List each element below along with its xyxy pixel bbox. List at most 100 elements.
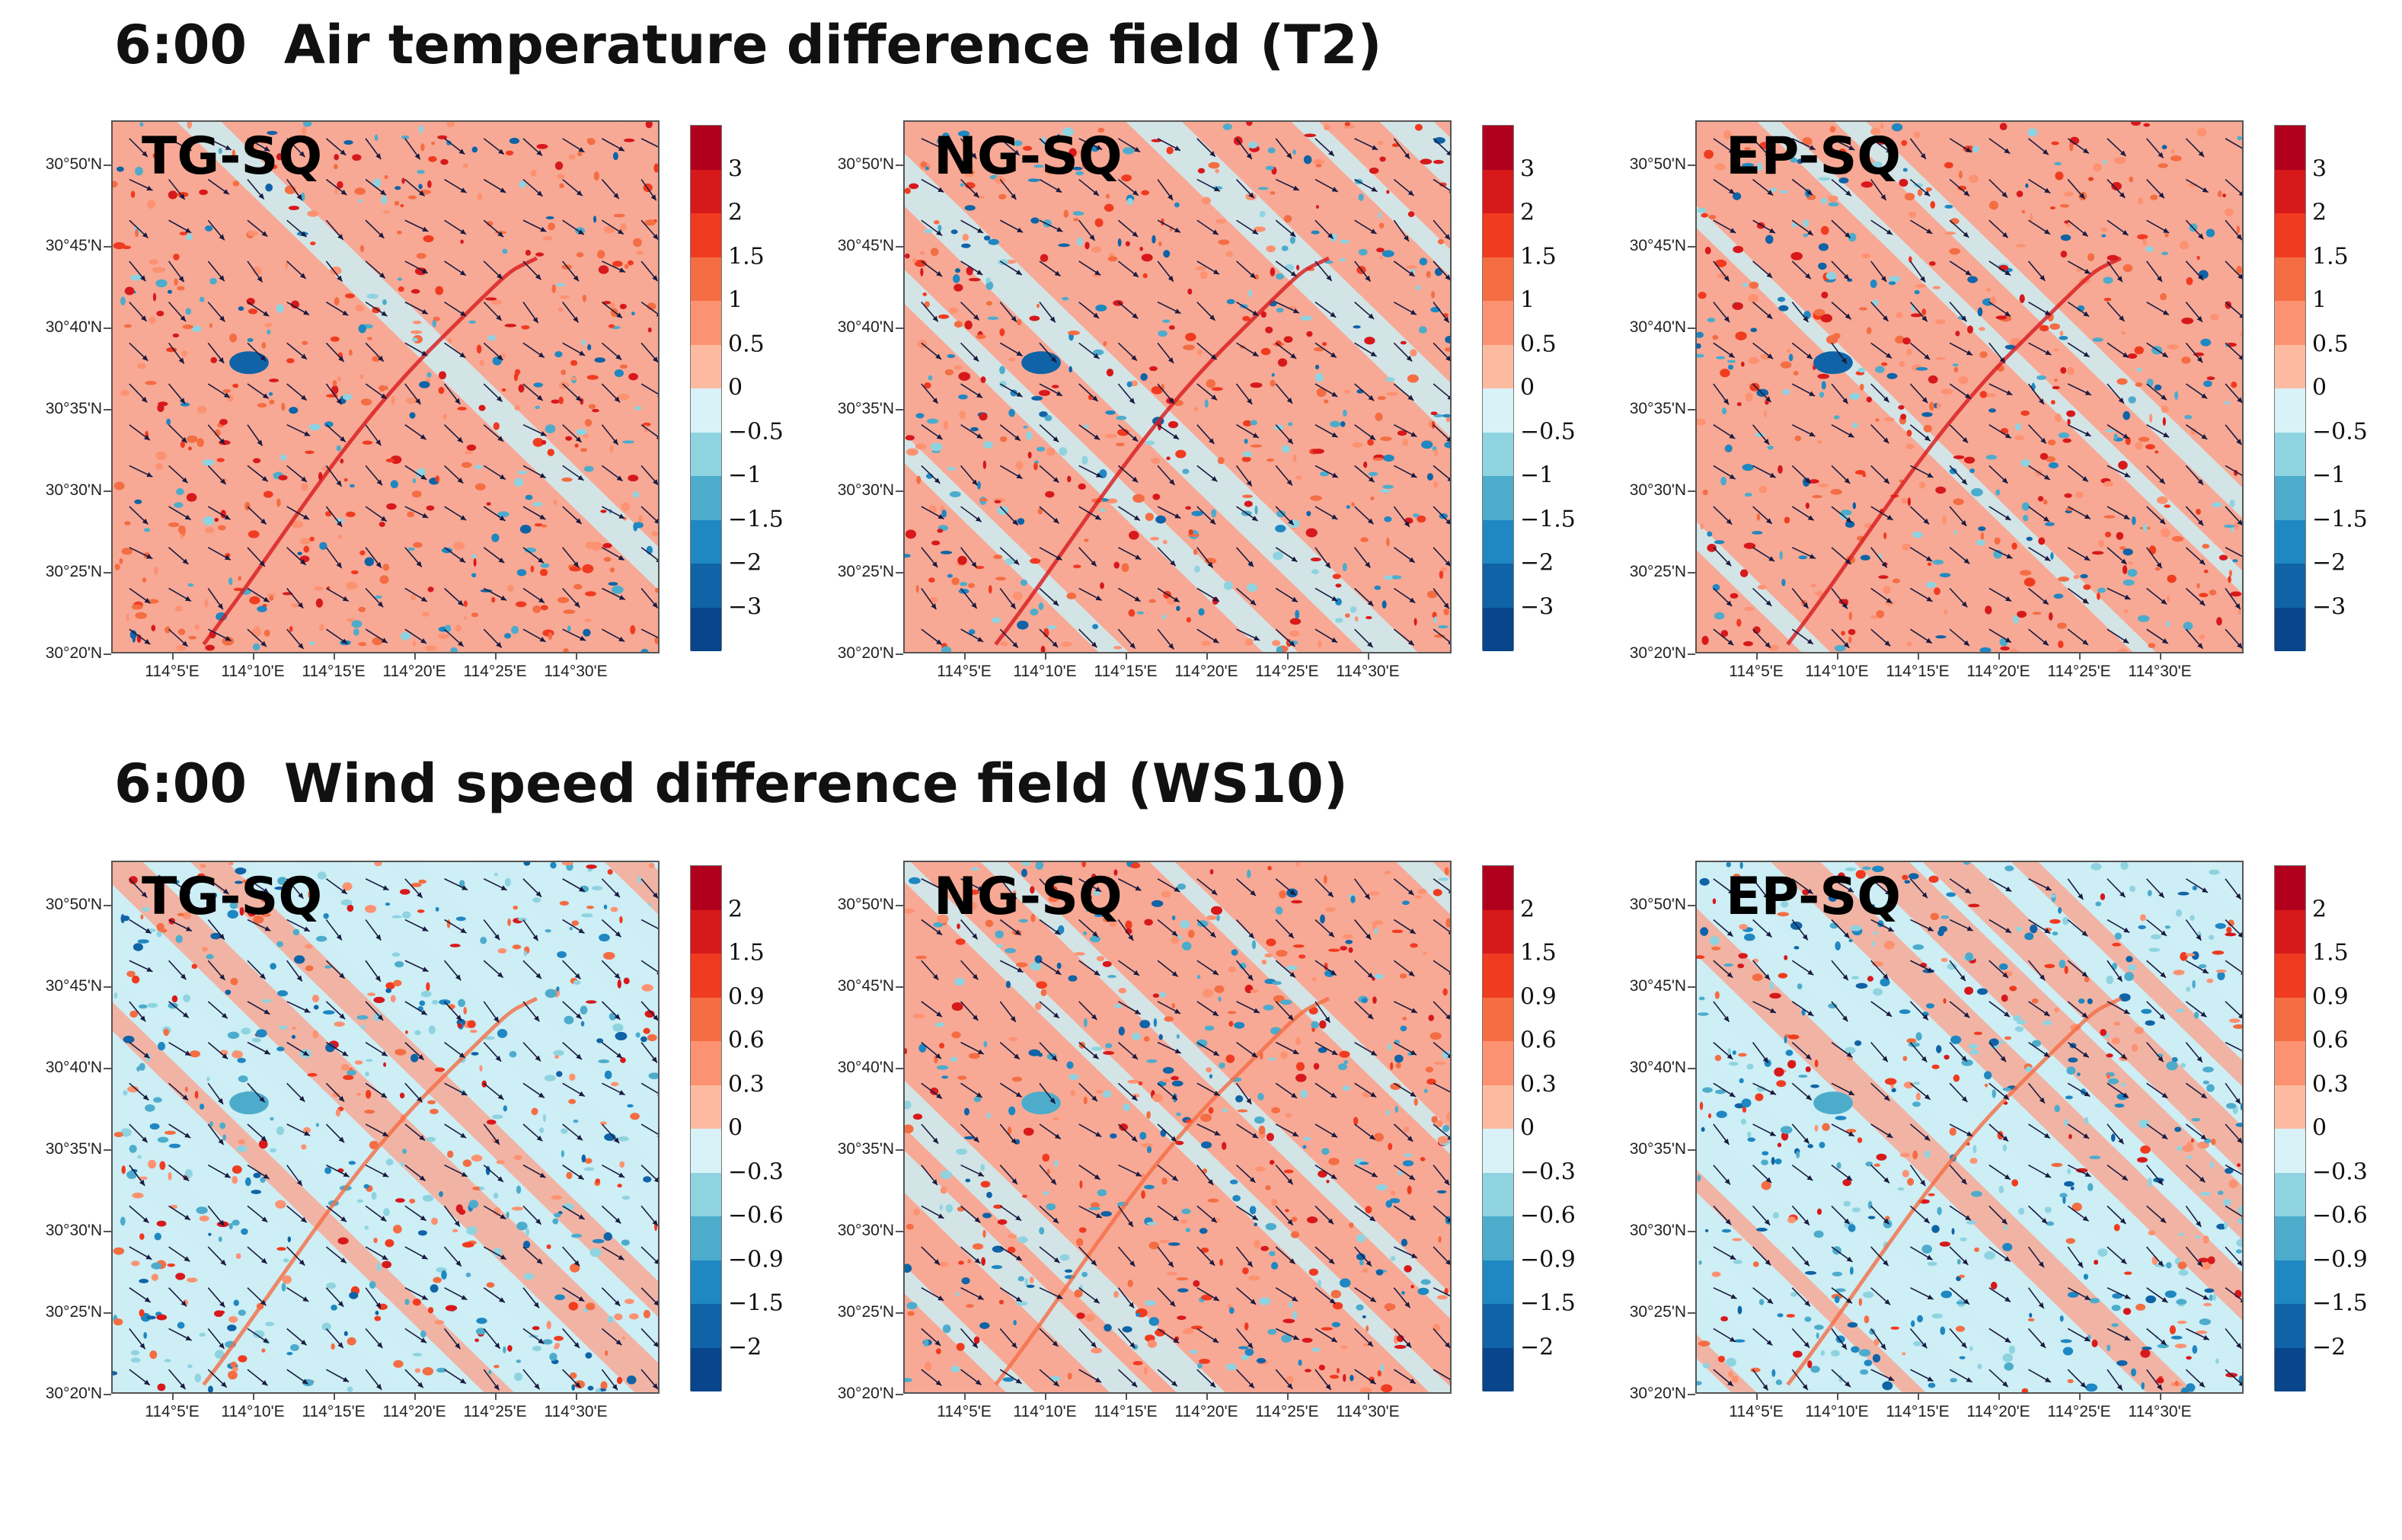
field-speckle	[1078, 484, 1086, 490]
field-speckle	[407, 548, 414, 551]
latitude-tick	[104, 1068, 111, 1069]
field-speckle	[292, 1035, 295, 1039]
field-speckle	[279, 475, 288, 481]
field-speckle	[120, 296, 126, 305]
colorbar-level-label: 0.3	[728, 1071, 765, 1097]
field-speckle	[2068, 1057, 2078, 1062]
field-speckle	[448, 338, 452, 343]
field-speckle	[426, 372, 431, 378]
field-speckle	[1061, 641, 1072, 647]
field-speckle	[124, 324, 133, 328]
field-speckle	[2197, 128, 2207, 136]
field-speckle	[2199, 593, 2208, 597]
field-speckle	[479, 1066, 482, 1072]
field-speckle	[587, 344, 591, 350]
field-speckle	[450, 944, 461, 947]
field-speckle	[1280, 999, 1292, 1005]
field-speckle	[535, 406, 540, 409]
field-speckle	[2196, 1331, 2207, 1334]
field-speckle	[602, 543, 612, 548]
field-speckle	[586, 1000, 597, 1003]
field-speckle	[241, 1228, 248, 1235]
field-speckle	[1144, 1185, 1155, 1190]
field-speckle	[979, 413, 987, 420]
field-speckle	[158, 1137, 169, 1143]
field-speckle	[1295, 475, 1302, 479]
difference-field	[1697, 862, 2242, 1392]
field-speckle	[592, 886, 603, 890]
field-speckle	[1293, 944, 1305, 947]
field-speckle	[555, 283, 565, 286]
field-speckle	[1369, 891, 1380, 896]
field-speckle	[1017, 1236, 1027, 1243]
field-speckle	[2135, 442, 2143, 450]
field-speckle	[2142, 524, 2147, 532]
field-speckle	[375, 596, 382, 599]
latitude-label: 30°40'N	[2, 1059, 102, 1077]
field-speckle	[1290, 618, 1302, 625]
field-speckle	[1812, 495, 1822, 498]
field-speckle	[1113, 1291, 1119, 1298]
field-speckle	[428, 1307, 433, 1314]
field-speckle	[503, 1105, 507, 1111]
colorbar-level-label: −1.5	[2312, 506, 2368, 532]
field-speckle	[1144, 1366, 1148, 1375]
field-speckle	[1226, 1363, 1237, 1370]
field-speckle	[2055, 171, 2063, 180]
field-speckle	[624, 978, 630, 985]
field-speckle	[1280, 1051, 1288, 1059]
field-speckle	[418, 880, 426, 884]
field-speckle	[2103, 160, 2107, 165]
field-speckle	[425, 645, 436, 650]
field-speckle	[1242, 456, 1251, 462]
field-speckle	[338, 1237, 349, 1244]
field-speckle	[2058, 577, 2069, 582]
field-speckle	[1199, 1228, 1208, 1234]
field-speckle	[915, 443, 927, 449]
field-speckle	[1737, 402, 1742, 406]
field-speckle	[998, 1219, 1008, 1225]
field-speckle	[1097, 956, 1105, 961]
field-speckle	[591, 542, 602, 551]
field-speckle	[629, 1313, 639, 1319]
field-speckle	[2078, 998, 2085, 1004]
field-speckle	[1330, 421, 1340, 427]
field-speckle	[153, 1097, 162, 1103]
field-speckle	[1364, 337, 1375, 344]
field-speckle	[2123, 548, 2132, 555]
field-speckle	[1292, 455, 1296, 462]
field-speckle	[169, 1144, 181, 1149]
field-speckle	[253, 644, 260, 651]
field-speckle	[1073, 212, 1084, 216]
field-speckle	[906, 1224, 914, 1230]
field-speckle	[916, 476, 921, 484]
field-speckle	[2075, 491, 2084, 498]
field-speckle	[2228, 576, 2231, 583]
field-speckle	[1901, 140, 1907, 146]
field-speckle	[1748, 294, 1758, 302]
field-speckle	[1107, 369, 1113, 376]
field-speckle	[222, 389, 231, 393]
colorbar-level-label: 0	[728, 375, 743, 401]
field-speckle	[168, 1264, 176, 1267]
difference-field	[1697, 122, 2242, 652]
field-speckle	[1068, 366, 1072, 372]
field-speckle	[415, 1368, 421, 1372]
colorbar-segment	[691, 388, 721, 433]
field-speckle	[1867, 397, 1872, 403]
field-speckle	[1740, 569, 1749, 577]
field-speckle	[2084, 1117, 2088, 1124]
field-speckle	[1765, 235, 1774, 244]
field-speckle	[1096, 1090, 1104, 1094]
field-speckle	[2202, 544, 2209, 548]
field-speckle	[431, 1218, 438, 1225]
longitude-tick	[253, 1394, 254, 1400]
field-speckle	[928, 375, 933, 381]
field-speckle	[1365, 1325, 1369, 1331]
latitude-tick	[1688, 246, 1695, 248]
field-speckle	[1416, 286, 1421, 290]
field-speckle	[620, 364, 628, 369]
field-speckle	[916, 413, 925, 418]
field-speckle	[1026, 431, 1033, 440]
colorbar-segment	[2275, 433, 2305, 477]
